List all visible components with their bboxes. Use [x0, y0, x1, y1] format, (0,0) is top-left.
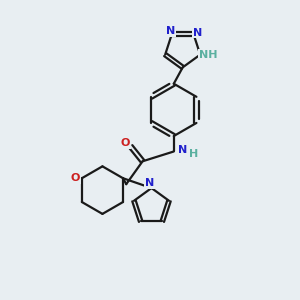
Text: O: O: [70, 173, 80, 183]
Text: N: N: [166, 26, 175, 36]
Text: N: N: [146, 178, 154, 188]
Text: NH: NH: [199, 50, 218, 60]
Text: N: N: [178, 145, 187, 155]
Text: N: N: [194, 28, 202, 38]
Text: H: H: [189, 149, 199, 159]
Text: O: O: [121, 138, 130, 148]
